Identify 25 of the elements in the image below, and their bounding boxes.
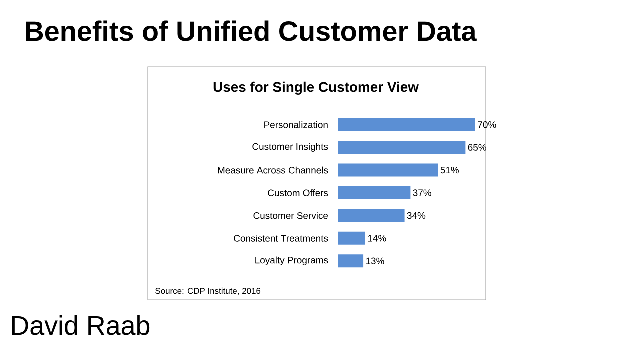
y-tick-label: Consistent Treatments — [234, 234, 328, 242]
data-label: 51% — [440, 166, 459, 174]
y-tick-label: Measure Across Channels — [218, 166, 328, 174]
data-label: 13% — [366, 258, 384, 264]
y-tick-label: Customer Insights — [252, 143, 328, 152]
data-label: 34% — [407, 212, 426, 220]
bar — [338, 232, 366, 245]
y-tick-label: Custom Offers — [268, 190, 328, 196]
bar — [338, 164, 438, 177]
y-tick-label: Loyalty Programs — [256, 256, 328, 266]
data-label: 65% — [468, 144, 486, 151]
source-note: Source: CDP Institute, 2016 — [156, 288, 261, 296]
data-label: 14% — [368, 235, 386, 242]
bar — [338, 141, 466, 154]
chart-title: Benefits of Unified Customer Data — [26, 20, 477, 42]
data-label: 37% — [413, 190, 432, 196]
text: David Raab — [12, 316, 150, 336]
y-tick-label: Personalization — [264, 121, 328, 128]
chart-subtitle: Uses for Single Customer View — [214, 82, 419, 95]
y-tick-label: Customer Service — [254, 212, 328, 220]
bar — [338, 118, 476, 132]
data-label: 70% — [478, 122, 496, 128]
bar — [338, 186, 411, 200]
bar — [338, 254, 364, 268]
bar — [338, 209, 405, 222]
